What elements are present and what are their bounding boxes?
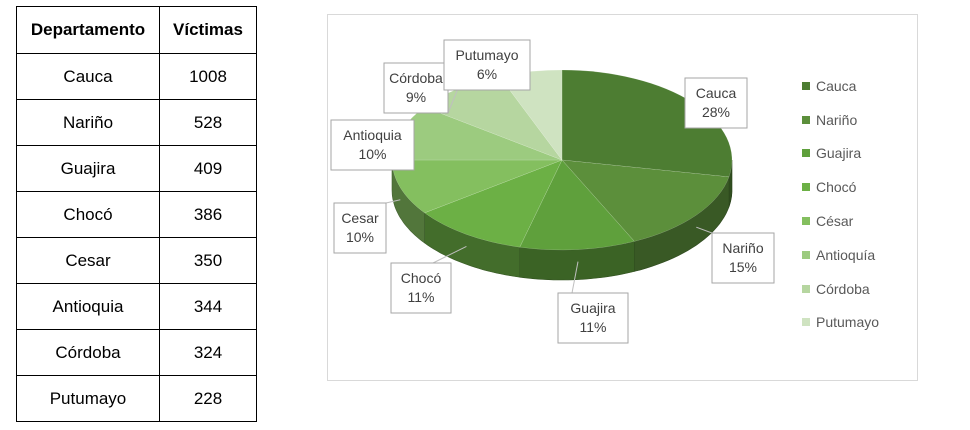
data-label-name: Antioquia	[343, 127, 402, 143]
legend-swatch	[802, 81, 810, 90]
data-label-name: Cauca	[696, 85, 737, 101]
cell-name: Cesar	[16, 237, 160, 284]
legend-swatch	[802, 284, 810, 293]
cell-value: 1008	[159, 53, 257, 100]
cell-value: 528	[159, 99, 257, 146]
table-row: Antioquia 344	[16, 283, 257, 330]
table-row: Putumayo 228	[16, 375, 257, 422]
data-table: Departamento Víctimas Cauca 1008 Nariño 52…	[16, 6, 257, 422]
data-label-percent: 15%	[729, 259, 757, 275]
data-label-percent: 6%	[477, 66, 497, 82]
leader-line	[432, 245, 467, 264]
data-label-box	[443, 39, 531, 91]
data-label-name: Putumayo	[455, 47, 518, 63]
legend-label: Chocó	[816, 179, 857, 196]
cell-value: 386	[159, 191, 257, 238]
leader-line	[571, 261, 579, 294]
data-label-name: Cesar	[341, 210, 379, 226]
cell-value: 228	[159, 375, 257, 422]
data-label-box	[383, 62, 449, 114]
data-label-box	[711, 232, 775, 284]
table-row: Córdoba 324	[16, 329, 257, 376]
chart-legend: Cauca Nariño Guajira Chocó César Antioqu…	[802, 69, 879, 339]
legend-swatch	[802, 217, 810, 226]
cell-value: 324	[159, 329, 257, 376]
pie-chart: Cauca 28% Nariño 15% Guajira 11% Chocó 11% Cesar…	[330, 39, 775, 344]
leader-line	[696, 226, 713, 234]
legend-swatch	[802, 318, 810, 327]
data-label-name: Nariño	[722, 240, 763, 256]
legend-label: César	[816, 213, 854, 230]
data-label-percent: 11%	[580, 319, 607, 335]
data-label-percent: 10%	[358, 146, 386, 162]
data-label-percent: 28%	[702, 104, 730, 120]
pie-slice	[561, 159, 730, 242]
data-label-box	[333, 202, 387, 254]
data-label-name: Guajira	[570, 300, 615, 316]
legend-swatch	[802, 149, 810, 158]
data-label-name: Chocó	[401, 270, 442, 286]
data-label-percent: 10%	[346, 229, 374, 245]
legend-swatch	[802, 250, 810, 259]
cell-value: 409	[159, 145, 257, 192]
column-header-departamento: Departamento	[16, 6, 160, 54]
legend-item: Córdoba	[802, 272, 879, 306]
legend-label: Córdoba	[816, 280, 870, 297]
legend-swatch	[802, 183, 810, 192]
data-label-name: Córdoba	[389, 70, 443, 86]
legend-item: Antioquía	[802, 238, 879, 272]
cell-name: Chocó	[16, 191, 160, 238]
leader-line	[385, 199, 401, 204]
pie-slice-side	[391, 159, 425, 244]
cell-name: Antioquia	[16, 283, 160, 330]
table-row: Guajira 409	[16, 145, 257, 192]
cell-value: 344	[159, 283, 257, 330]
legend-item: Cauca	[802, 69, 879, 103]
legend-label: Antioquía	[816, 246, 876, 263]
pie-slice	[519, 159, 635, 251]
chart-area: Cauca 28% Nariño 15% Guajira 11% Chocó 11% Cesar…	[327, 14, 918, 381]
legend-label: Putumayo	[816, 314, 880, 331]
legend-swatch	[802, 115, 810, 124]
data-label-percent: 11%	[408, 289, 435, 305]
cell-name: Putumayo	[16, 375, 160, 422]
legend-item: César	[802, 204, 879, 238]
legend-label: Nariño	[816, 111, 858, 128]
legend-item: Putumayo	[802, 306, 879, 340]
table-row: Chocó 386	[16, 191, 257, 238]
table-row: Cauca 1008	[16, 53, 257, 100]
data-label-percent: 9%	[406, 89, 426, 105]
legend-label: Guajira	[816, 145, 862, 162]
data-label-box	[390, 262, 452, 314]
legend-item: Nariño	[802, 103, 879, 137]
cell-name: Nariño	[16, 99, 160, 146]
pie-slice	[424, 159, 563, 248]
table-row: Nariño 528	[16, 99, 257, 146]
data-label-box	[684, 77, 748, 129]
data-label-box	[330, 119, 415, 171]
legend-item: Guajira	[802, 137, 879, 171]
cell-name: Cauca	[16, 53, 160, 100]
legend-item: Chocó	[802, 170, 879, 204]
cell-name: Córdoba	[16, 329, 160, 376]
table-row: Cesar 350	[16, 237, 257, 284]
data-label-box	[557, 292, 629, 344]
cell-value: 350	[159, 237, 257, 284]
cell-name: Guajira	[16, 145, 160, 192]
table-header-row: Departamento Víctimas	[16, 6, 257, 54]
column-header-victimas: Víctimas	[159, 6, 257, 54]
legend-label: Cauca	[816, 77, 857, 94]
leader-line	[447, 88, 459, 114]
